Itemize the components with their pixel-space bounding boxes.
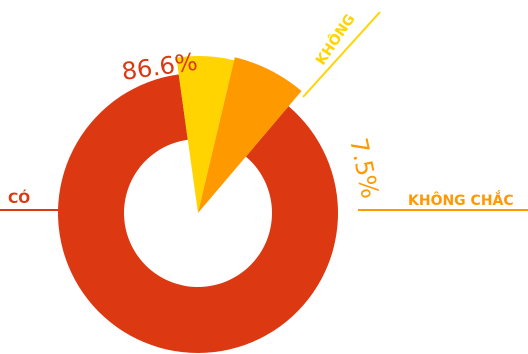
slice-co: [58, 74, 339, 354]
leader-lines: [0, 11, 528, 211]
category-label-co: CÓ: [8, 189, 30, 207]
slice-khong-chac: [198, 57, 302, 214]
category-label-khong: KHÔNG: [311, 10, 358, 68]
category-label-khong-chac: KHÔNG CHẮC: [408, 190, 514, 209]
slice-khong: [176, 55, 235, 213]
slices: [58, 55, 339, 354]
value-label-khong-chac: 7.5%: [344, 135, 384, 200]
slice-khong-leader-line: [302, 11, 381, 98]
